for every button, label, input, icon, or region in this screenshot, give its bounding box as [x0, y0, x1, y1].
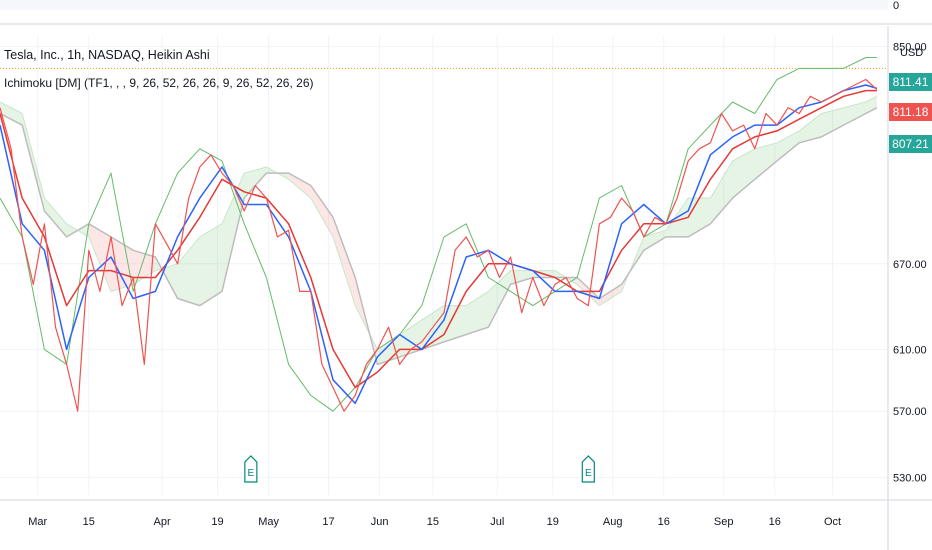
x-axis: Mar 15 Apr 19 May 17 Jun 15 Jul 19 Aug 16 Sep 16 Oct	[28, 516, 841, 528]
tenkan-line	[0, 84, 878, 405]
cloud-segment	[821, 107, 844, 137]
x-tick-label: 15	[427, 516, 439, 528]
cloud-segment	[599, 284, 622, 306]
x-tick-label: Mar	[28, 516, 47, 528]
earnings-marker-shape	[244, 455, 258, 483]
x-tick-label: 19	[547, 516, 559, 528]
senkou-span-b-outline	[0, 107, 878, 366]
y-tick-label: 670.00	[893, 259, 927, 271]
volume-strip-bg	[0, 0, 888, 10]
senkou-span-a-line	[0, 95, 878, 350]
ichimoku-cloud	[0, 96, 877, 365]
x-tick-label: 16	[658, 516, 670, 528]
x-tick-label: Aug	[603, 516, 623, 528]
cloud-segment	[377, 334, 400, 365]
grid	[0, 36, 888, 495]
cloud-segment	[754, 142, 777, 180]
volume-strip: 0	[0, 0, 932, 25]
cloud-segment	[88, 223, 111, 292]
currency-label: USD	[900, 47, 923, 59]
y-tick-label: 530.00	[893, 473, 927, 485]
cloud-segment	[488, 270, 511, 328]
x-tick-label: 19	[211, 516, 223, 528]
y-tick-label: 570.00	[893, 406, 927, 418]
y-tick-label: 850.00	[893, 42, 927, 54]
earnings-marker-label: E	[248, 468, 255, 479]
cloud-segment	[399, 319, 422, 357]
kijun-line	[0, 89, 877, 389]
x-tick-label: 17	[322, 516, 334, 528]
price-tag: 807.21	[889, 135, 932, 153]
cloud-segment	[177, 236, 200, 306]
x-tick-label: 16	[769, 516, 781, 528]
cloud-segment	[44, 198, 67, 237]
earnings-marker-label: E	[585, 468, 592, 479]
cloud-segment	[444, 305, 467, 342]
cloud-segment	[732, 148, 755, 199]
cloud-segment	[777, 130, 800, 161]
cloud-segment	[510, 270, 533, 285]
cloud-segment	[244, 166, 267, 199]
cloud-segment	[310, 185, 333, 237]
x-tick-label: Oct	[824, 516, 841, 528]
y-tick-label: 610.00	[893, 344, 927, 356]
indicator-legend[interactable]: Ichimoku [DM] (TF1, , , 9, 26, 52, 26, 2…	[4, 76, 314, 90]
x-tick-label: Sep	[714, 516, 734, 528]
cloud-segment	[333, 217, 356, 306]
x-tick-label: Apr	[153, 516, 170, 528]
earnings-marker-shape	[581, 455, 595, 483]
cloud-segment	[799, 113, 822, 143]
x-tick-label: Jun	[371, 516, 389, 528]
volume-axis-label: 0	[893, 0, 899, 12]
cloud-segment	[199, 223, 222, 306]
price-tag: 811.18	[889, 103, 932, 121]
cloud-segment	[288, 173, 311, 199]
chikou-line	[0, 57, 877, 412]
x-tick-label: Jul	[490, 516, 504, 528]
cloud-segment	[222, 173, 245, 292]
x-tick-label: 15	[83, 516, 95, 528]
x-tick-label: May	[258, 516, 279, 528]
price-tag: 811.41	[889, 73, 932, 91]
y-axis: 850.00 670.00 610.00 570.00 530.00 USD	[0, 26, 932, 550]
price-line	[0, 78, 878, 412]
cloud-segment	[0, 101, 23, 126]
symbol-legend[interactable]: Tesla, Inc., 1h, NASDAQ, Heikin Ashi	[4, 48, 210, 62]
cloud-segment	[111, 236, 134, 292]
earnings-marker[interactable]: E	[244, 455, 258, 483]
earnings-marker[interactable]: E	[581, 455, 595, 483]
cloud-segment	[843, 101, 866, 126]
cloud-segment	[710, 160, 733, 224]
series-lines	[0, 57, 878, 412]
